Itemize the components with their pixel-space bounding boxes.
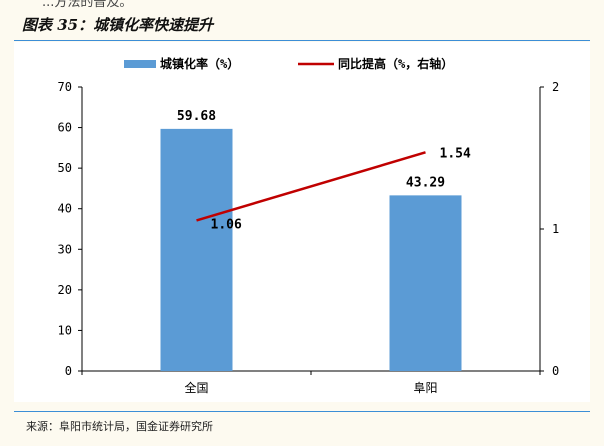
legend-bar-swatch [124, 60, 156, 68]
left-tick-label: 40 [58, 202, 72, 216]
right-tick-label: 0 [552, 364, 559, 378]
bar [389, 195, 462, 371]
cut-off-text: ...方法的普及。 [42, 0, 133, 10]
left-tick-label: 20 [58, 283, 72, 297]
legend-line-label: 同比提高（%，右轴） [338, 56, 453, 71]
left-tick-label: 10 [58, 323, 72, 337]
right-tick-label: 1 [552, 222, 559, 236]
title-rule [14, 40, 590, 41]
bar-value-label: 59.68 [177, 109, 216, 124]
left-tick-label: 70 [58, 80, 72, 94]
line-value-label: 1.06 [211, 217, 242, 232]
right-tick-label: 2 [552, 80, 559, 94]
chart-svg: 0 10 20 30 40 50 60 70 0 1 2 全国 阜阳 59.68 43.29 1.06 1.54… [58, 56, 560, 395]
line-value-label: 1.54 [440, 146, 471, 161]
source-note: 来源：阜阳市统计局，国金证券研究所 [26, 420, 213, 433]
bar [160, 128, 233, 371]
x-category-label: 全国 [184, 380, 208, 395]
figure-title: 图表 35：城镇化率快速提升 [22, 16, 214, 34]
x-category-label: 阜阳 [413, 381, 437, 395]
left-tick-label: 0 [65, 364, 72, 378]
left-tick-label: 30 [58, 242, 72, 256]
chart-area: 0 10 20 30 40 50 60 70 0 1 2 全国 阜阳 59.68 43.29 1.06 1.54… [14, 42, 590, 402]
left-tick-label: 50 [58, 161, 72, 175]
line-series [196, 151, 426, 222]
footer-rule [14, 411, 590, 412]
left-tick-label: 60 [58, 121, 72, 135]
bar-value-label: 43.29 [406, 175, 445, 190]
legend-bar-label: 城镇化率（%） [160, 56, 239, 71]
